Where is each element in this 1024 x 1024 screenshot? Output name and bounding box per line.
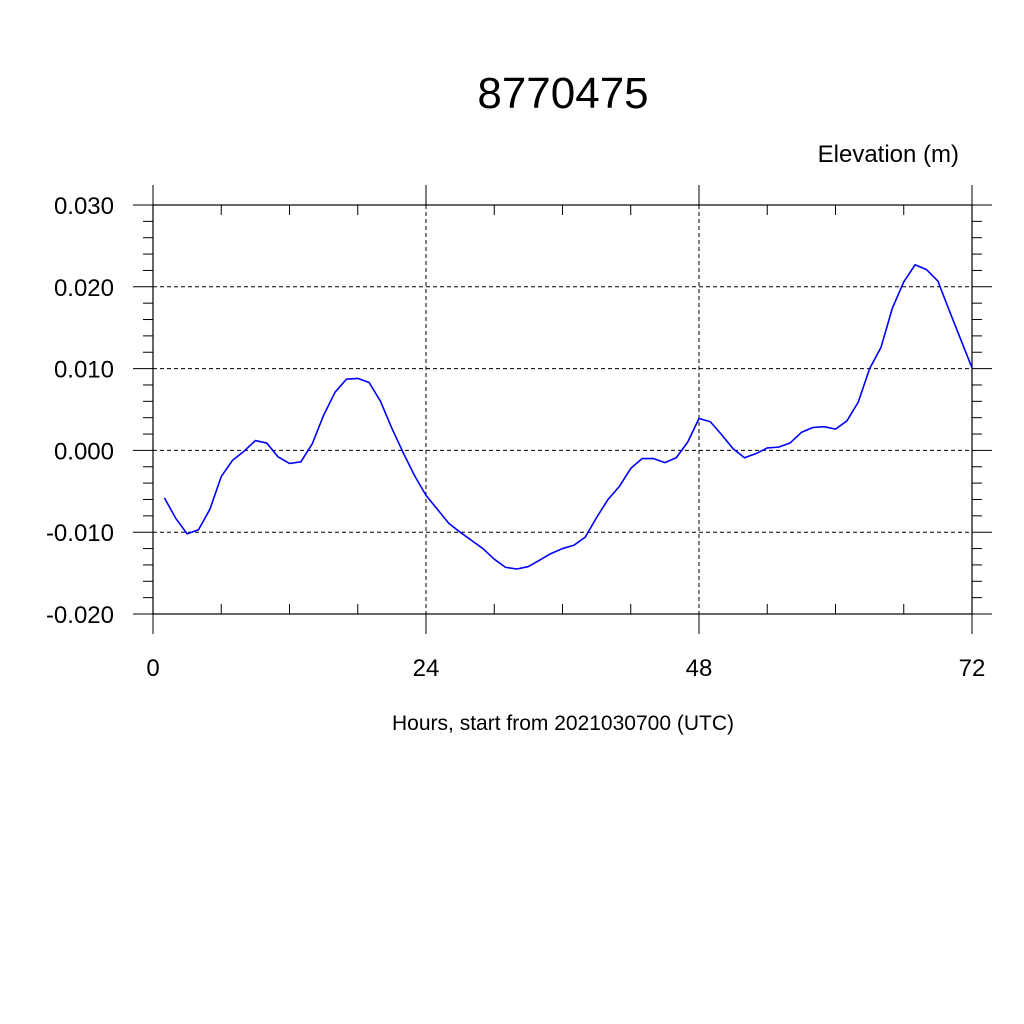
x-tick-label: 0 (146, 655, 159, 682)
x-tick-label: 72 (959, 655, 986, 682)
y-tick-label: 0.010 (54, 357, 114, 384)
x-axis-title: Hours, start from 2021030700 (UTC) (392, 712, 734, 735)
y-tick-label: -0.010 (46, 520, 114, 547)
y-axis-unit-label: Elevation (m) (818, 141, 959, 168)
x-tick-label: 24 (413, 655, 440, 682)
chart-title: 8770475 (477, 69, 648, 118)
series-line-0 (163, 263, 973, 570)
y-tick-label: -0.020 (46, 602, 114, 629)
series-layer (163, 263, 973, 570)
y-tick-label: 0.020 (54, 275, 114, 302)
tick-labels: 0 24 48 72 -0.020 -0.010 0.000 0.010 0.020 0.030 (46, 193, 985, 682)
axis-ticks (133, 185, 992, 634)
y-tick-label: 0.000 (54, 438, 114, 465)
y-tick-label: 0.030 (54, 193, 114, 220)
x-tick-label: 48 (686, 655, 713, 682)
